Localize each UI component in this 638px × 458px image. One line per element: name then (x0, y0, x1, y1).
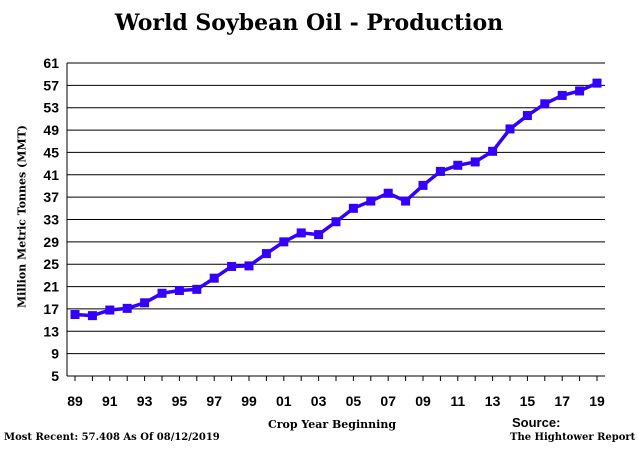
data-point-marker (87, 311, 97, 321)
x-tick-label: 07 (380, 393, 396, 409)
data-point-marker (70, 310, 80, 320)
data-point-marker (174, 285, 184, 295)
data-point-marker (314, 230, 324, 240)
x-tick-label: 01 (276, 393, 292, 409)
y-tick-label: 49 (43, 122, 59, 138)
x-tick-label: 89 (67, 393, 83, 409)
data-point-marker (366, 196, 376, 206)
x-tick-label: 19 (589, 393, 605, 409)
y-tick-label: 9 (51, 346, 59, 362)
y-tick-label: 45 (43, 144, 59, 160)
data-point-marker (401, 196, 411, 206)
data-point-marker (418, 180, 428, 190)
x-tick-label: 97 (206, 393, 222, 409)
x-axis-label: Crop Year Beginning (267, 418, 397, 431)
data-point-marker (453, 160, 463, 170)
data-point-marker (244, 261, 254, 271)
y-tick-label: 33 (43, 212, 59, 228)
series-line (74, 81, 598, 318)
x-tick-label: 95 (172, 393, 188, 409)
data-point-marker (505, 124, 515, 134)
x-tick-label: 03 (311, 393, 327, 409)
x-tick-label: 99 (241, 393, 257, 409)
data-point-marker (122, 303, 132, 313)
data-point-marker (470, 157, 480, 167)
data-point-marker (157, 288, 167, 298)
data-point-marker (279, 237, 289, 247)
chart-title: World Soybean Oil - Production (114, 10, 504, 36)
x-tick-label: 93 (137, 393, 153, 409)
most-recent-note: Most Recent: 57.408 As Of 08/12/2019 (4, 432, 220, 443)
data-point-marker (575, 86, 585, 96)
data-point-marker (296, 228, 306, 238)
x-tick-label: 09 (415, 393, 431, 409)
data-point-marker (261, 249, 271, 259)
y-tick-label: 25 (43, 256, 59, 272)
x-tick-label: 05 (346, 393, 362, 409)
x-tick-label: 15 (520, 393, 536, 409)
x-tick-label: 91 (102, 393, 118, 409)
y-tick-label: 37 (43, 189, 59, 205)
y-tick-label: 17 (43, 301, 59, 317)
y-tick-label: 61 (43, 55, 59, 71)
data-point-marker (140, 298, 150, 308)
y-tick-label: 13 (43, 323, 59, 339)
source-value: The Hightower Report (510, 432, 636, 443)
data-point-marker (105, 305, 115, 315)
data-point-marker (331, 217, 341, 227)
data-point-marker (488, 146, 498, 156)
y-tick-label: 21 (43, 279, 59, 295)
data-point-marker (435, 166, 445, 176)
y-tick-label: 57 (43, 77, 59, 93)
data-point-marker (348, 203, 358, 213)
x-tick-label: 11 (450, 393, 465, 409)
data-point-marker (227, 261, 237, 271)
y-tick-label: 29 (43, 234, 59, 250)
data-point-marker (383, 188, 393, 198)
y-tick-label: 41 (43, 167, 59, 183)
y-tick-label: 53 (43, 100, 59, 116)
data-point-marker (192, 284, 202, 294)
y-tick-label: 5 (51, 368, 59, 384)
data-point-marker (592, 78, 602, 88)
data-point-marker (557, 90, 567, 100)
x-tick-label: 13 (485, 393, 501, 409)
data-point-marker (540, 99, 550, 109)
source-label: Source: (512, 415, 561, 430)
data-point-marker (209, 273, 219, 283)
x-tick-label: 17 (554, 393, 570, 409)
data-point-marker (522, 111, 532, 121)
